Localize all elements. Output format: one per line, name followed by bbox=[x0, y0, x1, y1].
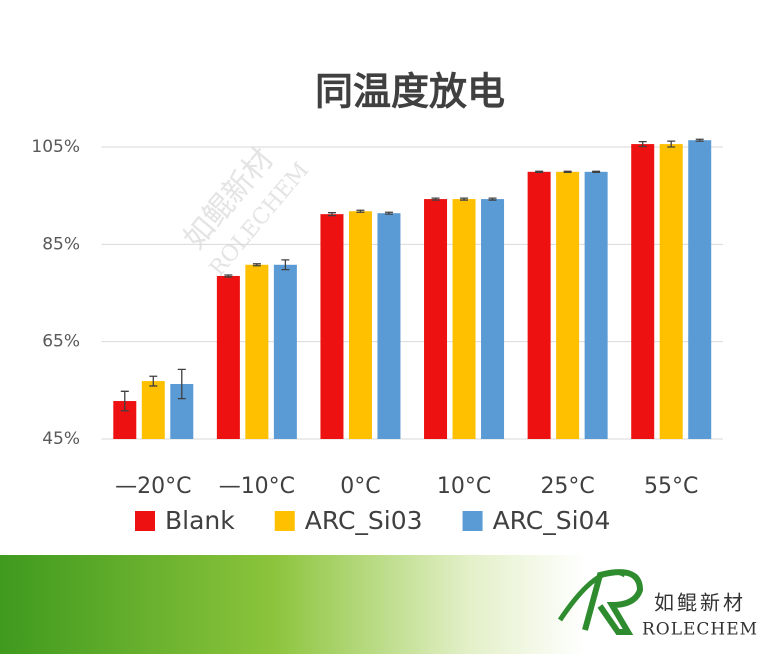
error-bar bbox=[252, 263, 261, 267]
legend-label: Blank bbox=[165, 506, 235, 535]
bar bbox=[584, 171, 608, 439]
bar bbox=[481, 199, 505, 439]
error-bar bbox=[281, 259, 290, 271]
error-bar bbox=[327, 212, 336, 217]
bar bbox=[348, 211, 372, 439]
y-tick-label: 105% bbox=[31, 137, 80, 157]
bar bbox=[170, 384, 194, 439]
bar bbox=[556, 171, 580, 439]
footer-band bbox=[0, 555, 781, 654]
bar bbox=[659, 144, 683, 439]
logo-brand: ROLECHEM bbox=[642, 620, 758, 640]
error-bar bbox=[638, 140, 647, 148]
error-bar bbox=[535, 170, 544, 173]
error-bar bbox=[695, 138, 704, 142]
x-tick-label: 0°C bbox=[340, 474, 380, 499]
x-tick-label: 55°C bbox=[644, 474, 698, 499]
error-bar bbox=[563, 170, 572, 173]
chart-title: 同温度放电 bbox=[315, 70, 505, 114]
x-tick-label: —20°C bbox=[115, 474, 191, 499]
bar bbox=[452, 199, 476, 439]
legend-swatch bbox=[135, 511, 155, 531]
legend-label: ARC_Si04 bbox=[493, 506, 611, 535]
x-tick-label: 25°C bbox=[540, 474, 594, 499]
legend-swatch bbox=[274, 511, 295, 531]
error-bar bbox=[460, 197, 469, 201]
bar bbox=[377, 213, 401, 439]
error-bar bbox=[356, 209, 365, 213]
bar bbox=[424, 199, 448, 439]
bar bbox=[245, 264, 269, 439]
error-bar bbox=[224, 274, 233, 278]
legend-swatch bbox=[462, 511, 483, 531]
error-bar bbox=[120, 390, 129, 412]
bar bbox=[320, 214, 344, 439]
y-tick-label: 85% bbox=[42, 234, 80, 254]
error-bar bbox=[431, 197, 440, 201]
x-tick-label: 10°C bbox=[437, 474, 491, 499]
y-tick-label: 65% bbox=[42, 332, 80, 352]
error-bar bbox=[384, 211, 393, 215]
bar bbox=[216, 275, 240, 439]
error-bar bbox=[667, 140, 676, 148]
bar bbox=[527, 171, 551, 439]
x-tick-label: —10°C bbox=[219, 474, 295, 499]
bar bbox=[273, 264, 297, 439]
y-tick-label: 45% bbox=[42, 429, 80, 449]
error-bar bbox=[488, 197, 497, 201]
bar bbox=[113, 401, 137, 439]
legend-label: ARC_Si03 bbox=[305, 506, 423, 535]
logo-mark bbox=[557, 569, 627, 622]
logo-name: 如鲲新材 bbox=[654, 591, 746, 615]
error-bar bbox=[149, 375, 158, 387]
bar bbox=[688, 140, 712, 440]
bar bbox=[631, 144, 655, 439]
error-bar bbox=[592, 170, 601, 173]
error-bar bbox=[177, 368, 186, 400]
bar bbox=[141, 381, 165, 439]
